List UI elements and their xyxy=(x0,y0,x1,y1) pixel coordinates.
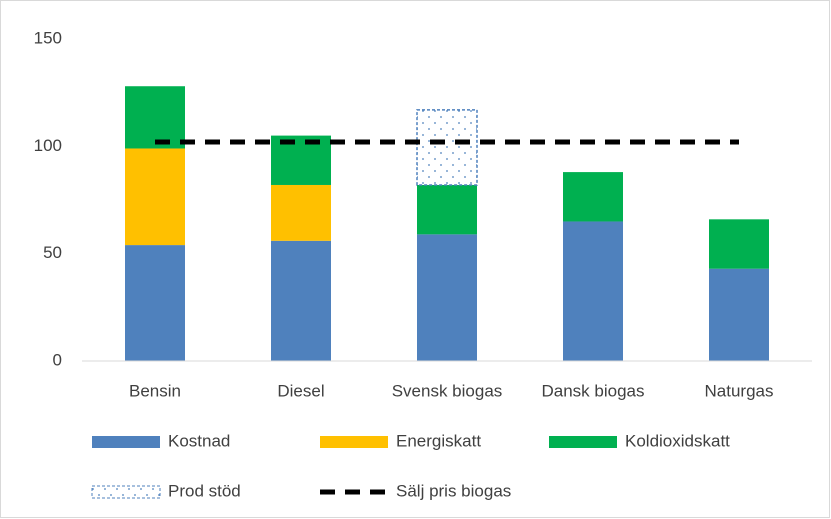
x-tick-label: Naturgas xyxy=(705,381,774,400)
legend-label: Sälj pris biogas xyxy=(396,481,511,500)
legend-label: Prod stöd xyxy=(168,481,241,500)
bar-segment xyxy=(125,245,185,361)
y-tick-label: 0 xyxy=(53,350,62,369)
bar-segment xyxy=(709,268,769,361)
legend-label: Energiskatt xyxy=(396,431,481,450)
x-tick-label: Dansk biogas xyxy=(541,381,644,400)
legend-swatch xyxy=(320,436,388,448)
legend-label: Koldioxidskatt xyxy=(625,431,730,450)
y-tick-label: 150 xyxy=(34,28,62,47)
x-tick-label: Svensk biogas xyxy=(392,381,503,400)
legend-label: Kostnad xyxy=(168,431,230,450)
legend-swatch xyxy=(92,436,160,448)
y-tick-label: 50 xyxy=(43,243,62,262)
bar-segment xyxy=(417,234,477,361)
bar-segment xyxy=(125,148,185,246)
bar-segment xyxy=(417,184,477,235)
legend-swatch xyxy=(91,485,161,499)
bar-segment xyxy=(271,184,331,241)
bar-segment xyxy=(271,240,331,361)
bar-segment xyxy=(563,221,623,361)
y-tick-label: 100 xyxy=(34,136,62,155)
legend-swatch xyxy=(549,436,617,448)
bar-segment xyxy=(416,109,478,186)
bar-segment xyxy=(709,219,769,269)
x-tick-label: Bensin xyxy=(129,381,181,400)
x-tick-label: Diesel xyxy=(277,381,324,400)
bar-segment xyxy=(125,86,185,149)
bar-segment xyxy=(563,172,623,222)
